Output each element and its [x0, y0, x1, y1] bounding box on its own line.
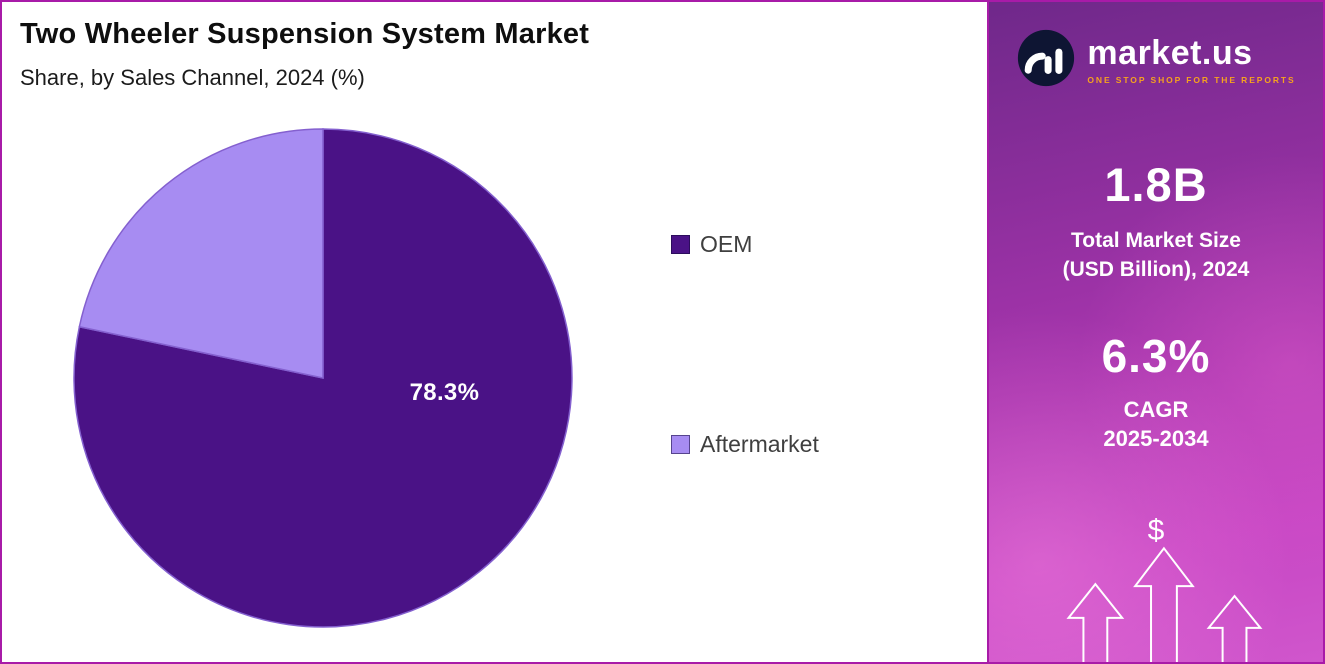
chart-panel: Two Wheeler Suspension System Market Sha… [2, 2, 987, 662]
legend-label-aftermarket: Aftermarket [700, 431, 819, 457]
pie-slice-aftermarket [78, 128, 324, 379]
chart-area: 78.3% OEM Aftermarket [70, 125, 987, 631]
logo-text: market.us ONE STOP SHOP FOR THE REPORTS [1087, 36, 1295, 85]
market-size-label-line2: (USD Billion), 2024 [1062, 258, 1250, 282]
up-arrow-icon-right [1206, 594, 1263, 662]
stats-sidebar: market.us ONE STOP SHOP FOR THE REPORTS … [987, 2, 1323, 662]
cagr-label: CAGR 2025-2034 [989, 395, 1323, 454]
up-arrow-icon-middle [1133, 546, 1195, 662]
legend-item-oem: OEM [671, 231, 819, 258]
legend-label-oem: OEM [700, 231, 753, 257]
chart-legend: OEM Aftermarket [671, 231, 819, 458]
legend-swatch-aftermarket [671, 435, 690, 454]
market-us-logo-icon [1016, 28, 1076, 93]
market-size-label-line1: Total Market Size [1071, 229, 1241, 252]
page-title: Two Wheeler Suspension System Market [20, 18, 590, 50]
cagr-label-line2: 2025-2034 [1103, 426, 1209, 452]
brand-logo: market.us ONE STOP SHOP FOR THE REPORTS [989, 28, 1323, 93]
brand-tagline: ONE STOP SHOP FOR THE REPORTS [1087, 75, 1296, 85]
up-arrow-icon-left [1066, 582, 1125, 662]
pie-data-label: 78.3% [409, 379, 480, 407]
up-arrows-graphic [1066, 546, 1263, 662]
legend-item-aftermarket: Aftermarket [671, 431, 819, 458]
brand-name: market.us [1087, 34, 1253, 72]
page-subtitle: Share, by Sales Channel, 2024 (%) [20, 65, 365, 90]
market-size-value: 1.8B [1104, 158, 1208, 211]
pie-chart: 78.3% [70, 125, 576, 631]
dollar-sign: $ [1147, 514, 1165, 547]
legend-swatch-oem [671, 235, 690, 254]
pie-svg [73, 128, 573, 628]
market-size-label: Total Market Size (USD Billion), 2024 [989, 226, 1323, 285]
cagr-label-line1: CAGR [1123, 396, 1189, 422]
cagr-value: 6.3% [1101, 329, 1211, 382]
